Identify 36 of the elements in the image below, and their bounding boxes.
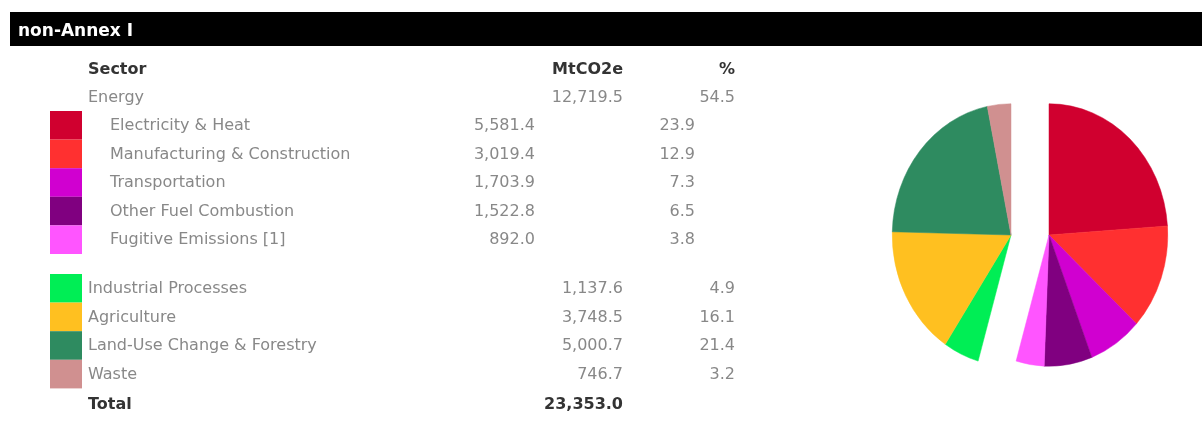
legend-label: Industrial Processes	[88, 278, 247, 297]
data-label: 1,703.9	[473, 172, 535, 192]
text: %	[718, 59, 735, 78]
text: 12,719.5	[551, 87, 623, 106]
legend-label: Transportation	[109, 172, 226, 192]
data-label: 3,019.4	[473, 143, 535, 163]
text: 3.2	[709, 363, 735, 383]
text: Total	[88, 394, 132, 414]
data-label: 5,000.7	[561, 335, 623, 355]
data-label: 1,522.8	[473, 200, 535, 220]
legend-label: Electricity & Heat	[110, 115, 251, 134]
text: 6.5	[669, 200, 695, 220]
data-label: 746.7	[577, 363, 623, 383]
text: 12.9	[659, 143, 695, 163]
text: 21.4	[699, 335, 735, 355]
data-label: 892.0	[489, 229, 535, 249]
legend-label: Waste	[88, 363, 138, 383]
text: 3.8	[669, 229, 695, 249]
legend-label: Manufacturing & Construction	[110, 143, 351, 163]
text: 23.9	[659, 115, 695, 134]
text: 54.5	[699, 87, 735, 106]
legend-label: Land-Use Change & Forestry	[88, 335, 317, 355]
text: 16.1	[699, 306, 735, 326]
text: 23,353.0	[544, 394, 623, 414]
legend-label: Agriculture	[88, 306, 176, 326]
text: 7.3	[669, 172, 695, 192]
data-label: 1,137.6	[561, 278, 623, 297]
data-label: 3,748.5	[561, 306, 623, 326]
text: MtCO2e	[552, 59, 624, 78]
text: Sector	[88, 59, 147, 78]
legend-label: Other Fuel Combustion	[110, 200, 295, 220]
text: Energy	[88, 87, 145, 106]
legend-label: Fugitive Emissions [1]	[110, 229, 286, 249]
data-label: 5,581.4	[473, 115, 535, 134]
text: 4.9	[709, 278, 735, 297]
chart-title: non-Annex I	[18, 20, 134, 40]
